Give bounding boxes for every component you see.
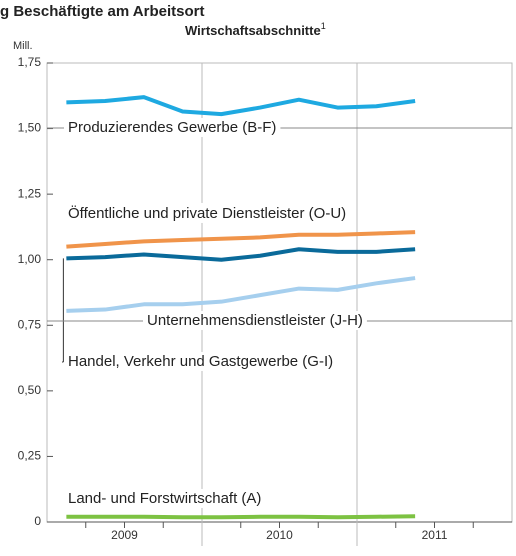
series-label-bg [64, 351, 338, 371]
x-year-label: 2009 [111, 528, 138, 542]
y-tick-label: 1,50 [18, 121, 42, 135]
y-tick-label: 0,25 [18, 449, 42, 463]
y-tick-label: 1,25 [18, 186, 42, 200]
series-line [66, 514, 416, 520]
series-label: Öffentliche und private Dienstleister (O… [68, 204, 346, 222]
series-label: Land- und Forstwirtschaft (A) [68, 490, 261, 507]
series-label: Produzierendes Gewerbe (B-F) [68, 119, 276, 136]
x-year-label: 2011 [422, 528, 448, 542]
series-label-bg [64, 202, 351, 223]
series-line [66, 276, 416, 313]
label-leader [62, 258, 64, 363]
series-label-bg [64, 488, 266, 508]
series-label-bg [64, 117, 281, 137]
y-tick-label: 0,50 [18, 383, 42, 397]
subtitle-text: Wirtschaftsabschnitte [185, 23, 321, 38]
subtitle-note: 1 [321, 21, 326, 31]
series-label: Unternehmensdienstleister (J-H) [147, 312, 363, 329]
chart-title: g Beschäftigte am Arbeitsort [0, 3, 205, 20]
y-tick-label: 1,00 [18, 252, 42, 266]
series-label-bg [143, 310, 367, 330]
y-unit: Mill. [13, 40, 33, 52]
chart-subtitle: Wirtschaftsabschnitte1 [185, 21, 326, 38]
series-line [66, 95, 416, 117]
y-tick-label: 0,75 [18, 317, 42, 331]
x-year-label: 2010 [266, 528, 293, 542]
series-line [66, 247, 416, 262]
y-tick-label: 1,75 [18, 55, 42, 69]
series-label: Handel, Verkehr und Gastgewerbe (G-I) [68, 353, 333, 370]
y-tick-label: 0 [34, 514, 41, 528]
series-line [66, 230, 416, 249]
